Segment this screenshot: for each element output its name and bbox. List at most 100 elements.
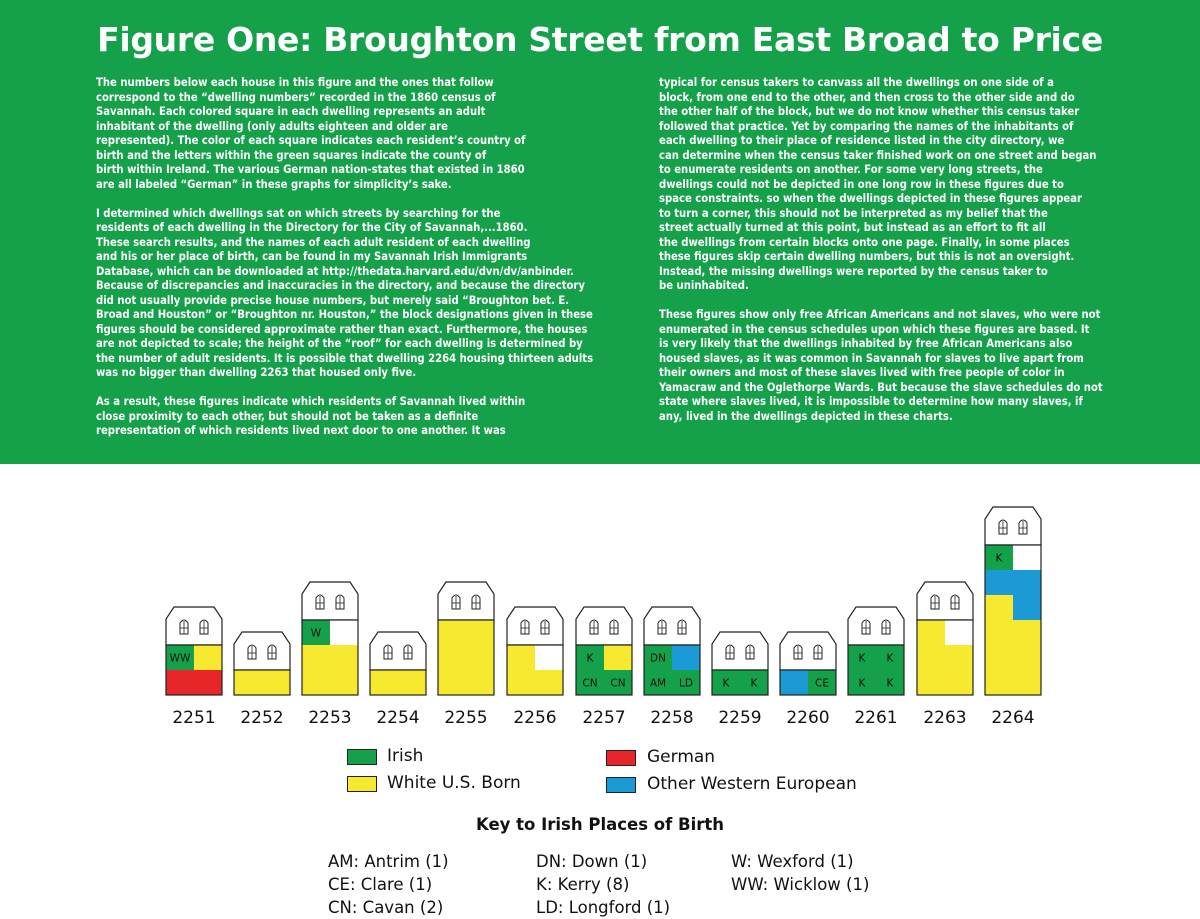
- text-line: did not usually provide precise house nu…: [96, 293, 570, 307]
- window-icon: [199, 619, 209, 635]
- house-body: [301, 619, 359, 696]
- text-line: correspond to the “dwelling numbers” rec…: [96, 90, 496, 104]
- window-icon: [179, 619, 189, 635]
- text-line: These search results, and the names of e…: [96, 235, 531, 249]
- key-entry: W: Wexford (1): [731, 852, 854, 871]
- text-line: Because of discrepancies and inaccuracie…: [96, 279, 585, 292]
- resident-square-us: [917, 670, 945, 695]
- dwelling-number: 2258: [650, 708, 693, 728]
- house-roof: [779, 631, 837, 671]
- text-line: state where slaves lived, it is impossib…: [659, 395, 1083, 408]
- text-line: enumerated in the census schedules upon …: [659, 322, 1090, 336]
- window-icon: [745, 644, 755, 660]
- text-line: Broad and Houston” or “Broughton nr. Hou…: [96, 308, 593, 321]
- resident-square-german: [194, 670, 222, 695]
- text-line: typical for census takers to canvass all…: [659, 76, 1054, 89]
- dwelling-number: 2260: [786, 708, 829, 728]
- resident-square-us: [985, 595, 1013, 620]
- text-line: are all labeled “German” in these graphs…: [96, 177, 452, 191]
- resident-square-us: [438, 620, 466, 645]
- resident-square-us: [438, 645, 466, 670]
- window-icon: [1018, 519, 1028, 535]
- house-body: [779, 669, 837, 696]
- text-line: to turn a corner, this should not be int…: [659, 206, 1048, 220]
- resident-square-irish: [712, 670, 740, 695]
- dwelling-number: 2261: [854, 708, 897, 728]
- text-line: Database, which can be downloaded at htt…: [96, 264, 574, 278]
- window-icon: [403, 644, 413, 660]
- house-roof: [711, 631, 769, 671]
- window-icon: [540, 619, 550, 635]
- resident-square-us: [234, 670, 262, 695]
- text-line: was no bigger than dwelling 2263 that ho…: [96, 366, 417, 379]
- window-icon: [725, 644, 735, 660]
- dwelling-2259: K K 2259: [711, 631, 769, 728]
- county-label: DN: [650, 653, 666, 665]
- text-line: street actually turned at this point, bu…: [659, 221, 1046, 234]
- house-roof: [916, 581, 974, 621]
- text-line: Instead, the missing dwellings were repo…: [659, 264, 1048, 278]
- key-entry: AM: Antrim (1): [328, 852, 449, 871]
- house-roof: [506, 606, 564, 646]
- resident-square-western: [1013, 570, 1041, 595]
- resident-square-us: [370, 670, 398, 695]
- resident-square-us: [438, 670, 466, 695]
- resident-square-irish: [848, 670, 876, 695]
- irish-key-column-1: AM: Antrim (1) CE: Clare (1) CN: Cavan (…: [328, 850, 449, 919]
- county-label: AM: [650, 678, 666, 690]
- resident-square-us: [1013, 645, 1041, 670]
- resident-square-western: [985, 570, 1013, 595]
- resident-square-german: [166, 670, 194, 695]
- resident-square-irish: [985, 545, 1013, 570]
- house-body: [711, 669, 769, 696]
- resident-square-us: [398, 670, 426, 695]
- key-entry: CE: Clare (1): [328, 875, 433, 894]
- text-line: represented). The color of each square i…: [96, 134, 526, 147]
- dwelling-number: 2264: [991, 708, 1034, 728]
- county-label: K: [887, 653, 895, 665]
- resident-square-irish: [808, 670, 836, 695]
- resident-square-us: [466, 645, 494, 670]
- text-line: housed slaves, as it was common in Savan…: [659, 351, 1084, 365]
- house-roof: [301, 581, 359, 621]
- text-paragraph: I determined which dwellings sat on whic…: [96, 207, 616, 381]
- text-line: the other half of the block, but we do n…: [659, 105, 1080, 118]
- dwelling-2263: 2263: [916, 581, 974, 728]
- dwelling-number: 2253: [308, 708, 351, 728]
- window-icon: [247, 644, 257, 660]
- resident-square-us: [1013, 670, 1041, 695]
- resident-square-us: [330, 645, 358, 670]
- dwelling-number: 2256: [513, 708, 556, 728]
- legend-swatch-us-born: [347, 776, 377, 792]
- resident-square-irish: [644, 645, 672, 670]
- text-line: inhabitant of the dwelling (only adults …: [96, 119, 448, 133]
- text-line: the dwellings from certain blocks onto o…: [659, 235, 1070, 249]
- dwelling-number: 2251: [172, 708, 215, 728]
- dwelling-2251: WW 2251: [165, 606, 223, 728]
- resident-square-empty: [945, 620, 973, 645]
- text-line: and his or her place of birth, can be fo…: [96, 250, 528, 263]
- key-entry: WW: Wicklow (1): [731, 875, 870, 894]
- county-label: LD: [679, 678, 693, 690]
- window-icon: [609, 619, 619, 635]
- resident-square-irish: [166, 645, 194, 670]
- resident-square-us: [985, 670, 1013, 695]
- resident-square-irish: [576, 670, 604, 695]
- resident-square-irish: [672, 670, 700, 695]
- window-icon: [677, 619, 687, 635]
- text-line: any, lived in the dwellings depicted in …: [659, 409, 953, 423]
- intro-text-left-column: The numbers below each house in this fig…: [96, 76, 616, 453]
- header-banner: Figure One: Broughton Street from East B…: [0, 0, 1200, 464]
- resident-square-us: [985, 645, 1013, 670]
- text-line: figures should be considered approximate…: [96, 322, 588, 336]
- dwelling-number: 2263: [923, 708, 966, 728]
- house-body: [369, 669, 427, 696]
- resident-square-us: [507, 645, 535, 670]
- key-entry: LD: Longford (1): [536, 898, 671, 917]
- resident-square-us: [262, 670, 290, 695]
- legend-label-western-european: Other Western European: [647, 774, 857, 794]
- dwelling-number: 2254: [376, 708, 419, 728]
- resident-square-us: [302, 645, 330, 670]
- house-body: [437, 619, 495, 696]
- resident-square-us: [507, 670, 535, 695]
